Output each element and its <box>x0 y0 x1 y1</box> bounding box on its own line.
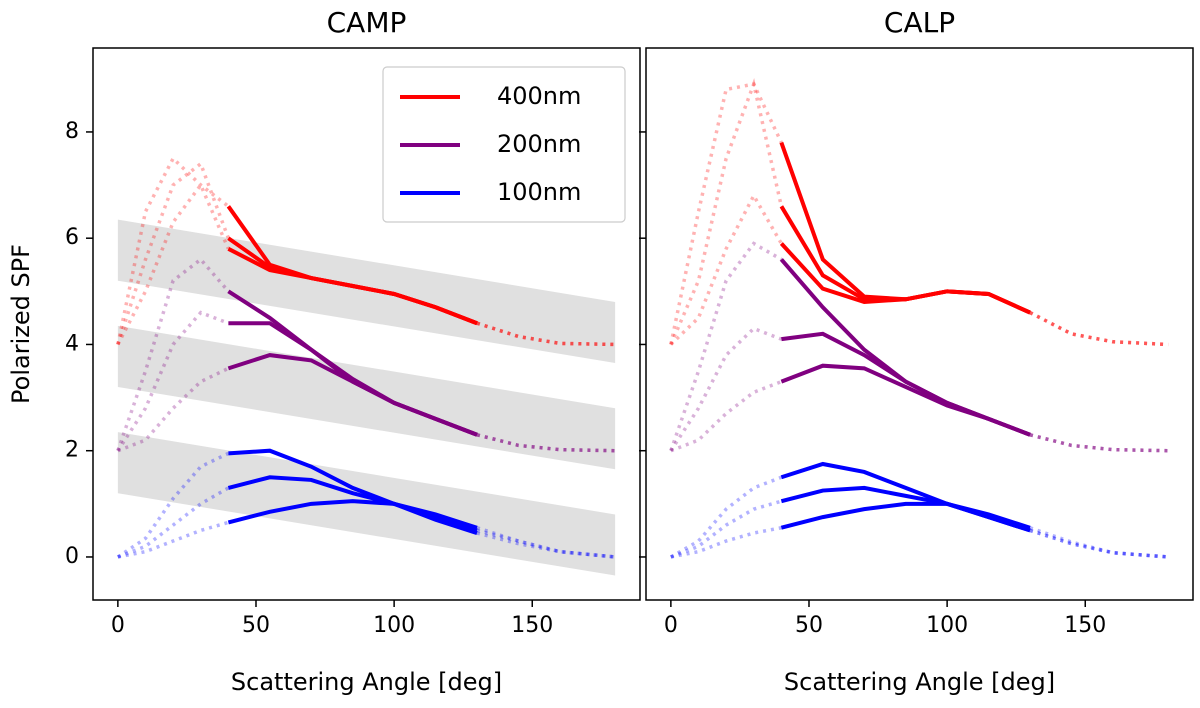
curve-dotted <box>669 475 782 559</box>
curve-dotted <box>476 321 616 347</box>
curve-dotted <box>116 451 230 559</box>
y-tick-label: 0 <box>65 544 79 569</box>
curve-dotted <box>476 321 616 347</box>
curve-dotted <box>669 82 783 345</box>
x-tick-label: 0 <box>111 613 125 638</box>
legend-box <box>382 66 626 223</box>
curve-dotted <box>1029 433 1169 453</box>
x-tick-label: 100 <box>926 613 968 638</box>
curve-dotted <box>669 241 783 452</box>
curve-solid <box>780 501 1031 530</box>
x-tick-label: 150 <box>511 613 553 638</box>
curve-dotted <box>1029 526 1169 559</box>
y-axis-label: Polarized SPF <box>7 244 35 404</box>
curve-solid <box>779 242 1031 315</box>
x-axis-label: Scattering Angle [deg] <box>784 668 1055 696</box>
curve-dotted <box>476 528 616 559</box>
uncertainty-band <box>117 325 616 470</box>
curve-dotted <box>476 531 616 559</box>
curve-dotted <box>476 433 616 453</box>
curve-dotted <box>116 160 231 345</box>
x-tick-label: 50 <box>242 613 270 638</box>
chart-title: CALP <box>884 6 955 39</box>
curve-dotted <box>476 321 616 347</box>
curve-dotted <box>117 486 230 559</box>
curve-dotted <box>476 433 616 453</box>
curve-solid <box>227 499 478 530</box>
legend: 400nm 200nm 100nm <box>382 66 626 223</box>
x-tick-label: 100 <box>373 613 415 638</box>
chart-title: CAMP <box>327 6 407 39</box>
curve-dotted <box>116 257 230 452</box>
x-tick-label: 150 <box>1064 613 1106 638</box>
axes-frame <box>92 47 641 601</box>
curve-dotted <box>1029 433 1169 453</box>
curve-dotted <box>669 77 784 346</box>
curve-dotted <box>1029 528 1169 559</box>
curve-dotted <box>1029 528 1169 559</box>
y-tick-label: 2 <box>65 438 79 463</box>
curve-dotted <box>117 366 230 453</box>
curve-dotted <box>670 380 782 453</box>
legend-label: 200nm <box>497 130 581 158</box>
curve-dotted <box>476 526 616 559</box>
curve-dotted <box>670 499 782 559</box>
legend-label: 400nm <box>497 82 581 110</box>
y-tick-label: 8 <box>65 119 79 144</box>
curve-dotted <box>117 520 229 559</box>
x-axis-label: Scattering Angle [deg] <box>231 668 502 696</box>
x-tick-label: 50 <box>795 613 823 638</box>
curve-dotted <box>1029 311 1169 347</box>
curve-solid <box>227 247 478 326</box>
curve-dotted <box>669 326 782 452</box>
curve-solid <box>227 475 478 533</box>
curve-solid <box>780 363 1031 437</box>
panel: 0 50 100 150 0 2 4 6 8 CAMP Scattering Angle [deg]… <box>7 6 641 696</box>
curve-dotted <box>116 310 229 452</box>
curve-dotted <box>116 155 230 345</box>
curve-dotted <box>1029 433 1169 453</box>
axes-frame <box>645 47 1194 601</box>
panel: 0 50 100 150 CALP Scattering Angle [deg] <box>639 6 1194 696</box>
x-tick-label: 0 <box>664 613 678 638</box>
legend-label: 100nm <box>497 178 581 206</box>
y-tick-label: 4 <box>65 331 79 356</box>
curve-dotted <box>669 192 783 346</box>
curve-dotted <box>670 526 782 559</box>
curve-solid <box>780 485 1031 533</box>
y-tick-label: 6 <box>65 225 79 250</box>
curve-dotted <box>476 433 616 453</box>
curve-solid <box>228 448 478 535</box>
curve-solid <box>227 353 478 437</box>
